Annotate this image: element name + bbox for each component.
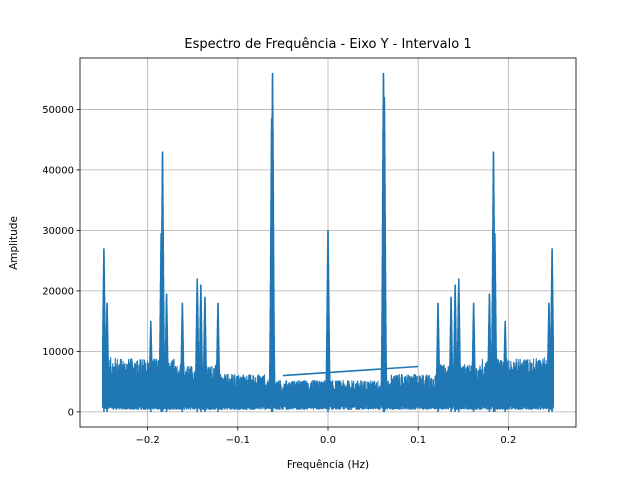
y-tick-label: 20000 xyxy=(42,286,74,297)
y-tick-label: 30000 xyxy=(42,226,74,237)
y-axis-title: Amplitude xyxy=(8,216,20,270)
x-tick-label: −0.1 xyxy=(226,435,250,446)
x-tick-label: 0.1 xyxy=(410,435,426,446)
y-tick-label: 50000 xyxy=(42,105,74,116)
connecting-segment xyxy=(282,365,419,377)
chart-title: Espectro de Frequência - Eixo Y - Interv… xyxy=(184,37,471,52)
x-tick-label: −0.2 xyxy=(135,435,159,446)
y-tick-label: 40000 xyxy=(42,165,74,176)
y-tick-label: 0 xyxy=(68,407,74,418)
x-axis: −0.2 −0.1 0.0 0.1 0.2 xyxy=(135,427,516,446)
y-tick-label: 10000 xyxy=(42,347,74,358)
y-axis: 0 10000 20000 30000 40000 50000 xyxy=(42,105,80,418)
x-axis-title: Frequência (Hz) xyxy=(287,459,369,471)
plot-area xyxy=(102,72,554,412)
x-tick-label: 0.2 xyxy=(500,435,516,446)
x-tick-label: 0.0 xyxy=(320,435,336,446)
